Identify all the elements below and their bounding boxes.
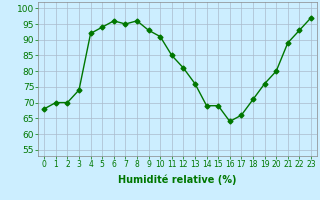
X-axis label: Humidité relative (%): Humidité relative (%)	[118, 175, 237, 185]
